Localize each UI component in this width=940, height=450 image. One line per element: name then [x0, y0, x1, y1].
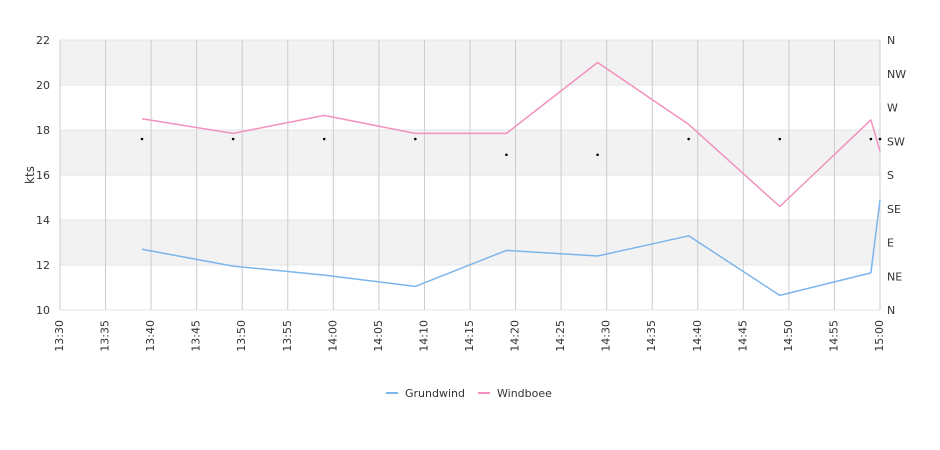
direction-point — [140, 137, 144, 141]
x-tick-label: 14:25 — [554, 320, 567, 352]
x-tick-label: 14:30 — [600, 320, 613, 352]
x-tick-label: 13:30 — [53, 320, 66, 352]
legend[interactable]: Grundwind Windboee — [386, 387, 552, 400]
y2-tick-label: E — [887, 237, 894, 250]
y2-tick-label: N — [887, 34, 895, 47]
series-line-windboee — [141, 61, 881, 208]
direction-point — [778, 137, 782, 141]
legend-item-windboee[interactable]: Windboee — [478, 387, 552, 400]
y-axis-title: kts — [23, 166, 37, 184]
x-axis: 13:30 13:35 13:40 13:45 13:50 13:55 14:00 14:05… — [53, 320, 886, 352]
y2-tick-label: SE — [887, 203, 901, 216]
y2-tick-label: W — [887, 102, 898, 115]
y-tick-label: 20 — [36, 79, 50, 92]
y-tick-label: 22 — [36, 34, 50, 47]
x-tick-label: 13:50 — [235, 320, 248, 352]
x-tick-label: 14:45 — [736, 320, 749, 352]
direction-point — [505, 153, 508, 157]
direction-point — [322, 137, 326, 141]
x-tick-label: 13:35 — [99, 320, 112, 352]
y2-tick-label: SW — [887, 135, 905, 148]
x-tick-label: 14:40 — [691, 320, 704, 352]
direction-point — [878, 137, 882, 141]
direction-point — [231, 137, 235, 141]
direction-point — [596, 153, 599, 157]
direction-point — [687, 137, 690, 141]
series-line-grundwind — [141, 199, 881, 297]
y2-axis: N NE E SE S SW W NW N — [887, 34, 906, 317]
x-tick-label: 14:50 — [782, 320, 795, 352]
legend-label: Grundwind — [405, 387, 465, 400]
y-axis: 10 12 14 16 18 20 22 — [36, 34, 50, 317]
y-tick-label: 12 — [36, 259, 50, 272]
x-tick-label: 14:20 — [509, 320, 522, 352]
x-tick-label: 13:55 — [281, 320, 294, 352]
x-tick-label: 15:00 — [873, 320, 886, 352]
x-tick-label: 14:15 — [463, 320, 476, 352]
x-tick-label: 14:35 — [645, 320, 658, 352]
y2-tick-label: S — [887, 169, 894, 182]
x-tick-label: 14:00 — [326, 320, 339, 352]
direction-point — [869, 137, 873, 141]
y-tick-label: 16 — [36, 169, 50, 182]
y2-tick-label: NW — [887, 68, 906, 81]
direction-point — [414, 137, 417, 141]
series-group — [140, 61, 882, 297]
x-tick-label: 14:55 — [827, 320, 840, 352]
y-tick-label: 10 — [36, 304, 50, 317]
legend-label: Windboee — [497, 387, 552, 400]
x-tick-label: 13:40 — [144, 320, 157, 352]
x-tick-label: 14:10 — [417, 320, 430, 352]
grid-lines — [59, 39, 881, 311]
x-tick-label: 13:45 — [190, 320, 203, 352]
y-tick-label: 18 — [36, 124, 50, 137]
y2-tick-label: NE — [887, 270, 902, 283]
legend-item-grundwind[interactable]: Grundwind — [386, 387, 465, 400]
x-tick-label: 14:05 — [372, 320, 385, 352]
y-tick-label: 14 — [36, 214, 50, 227]
y2-tick-label: N — [887, 304, 895, 317]
